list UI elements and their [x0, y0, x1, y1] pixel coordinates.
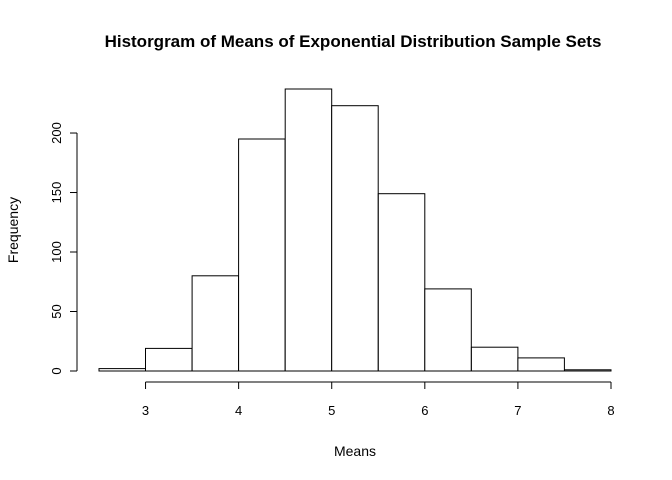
histogram-bar-9 [517, 357, 565, 372]
histogram-bar-6 [377, 193, 426, 372]
y-tick-label: 100 [49, 241, 64, 263]
histogram-bar-5 [331, 105, 379, 372]
histogram-bar-4 [284, 88, 333, 372]
histogram-bars [98, 88, 612, 372]
histogram-bar-10 [564, 369, 612, 372]
x-tick-label: 4 [235, 403, 242, 418]
x-tick-label: 7 [514, 403, 521, 418]
y-tick-label: 50 [49, 304, 64, 318]
x-tick-label: 6 [421, 403, 428, 418]
y-axis: 0 50 100 150 200 [49, 122, 78, 375]
y-tick-label: 200 [49, 122, 64, 144]
y-axis-label: Frequency [5, 197, 21, 263]
x-axis: 3 4 5 6 7 8 [142, 381, 615, 418]
x-axis-label: Means [334, 443, 376, 459]
histogram-bar-0 [98, 368, 146, 372]
y-tick-label: 0 [49, 367, 64, 374]
histogram-bar-1 [145, 347, 193, 372]
x-tick-label: 5 [328, 403, 335, 418]
chart-title: Historgram of Means of Exponential Distr… [105, 32, 602, 51]
x-tick-label: 8 [607, 403, 614, 418]
y-tick-label: 150 [49, 182, 64, 204]
histogram-bar-8 [470, 346, 519, 372]
x-tick-label: 3 [142, 403, 149, 418]
histogram-bar-2 [191, 275, 240, 372]
histogram-bar-7 [424, 288, 472, 372]
histogram-bar-3 [238, 138, 286, 372]
